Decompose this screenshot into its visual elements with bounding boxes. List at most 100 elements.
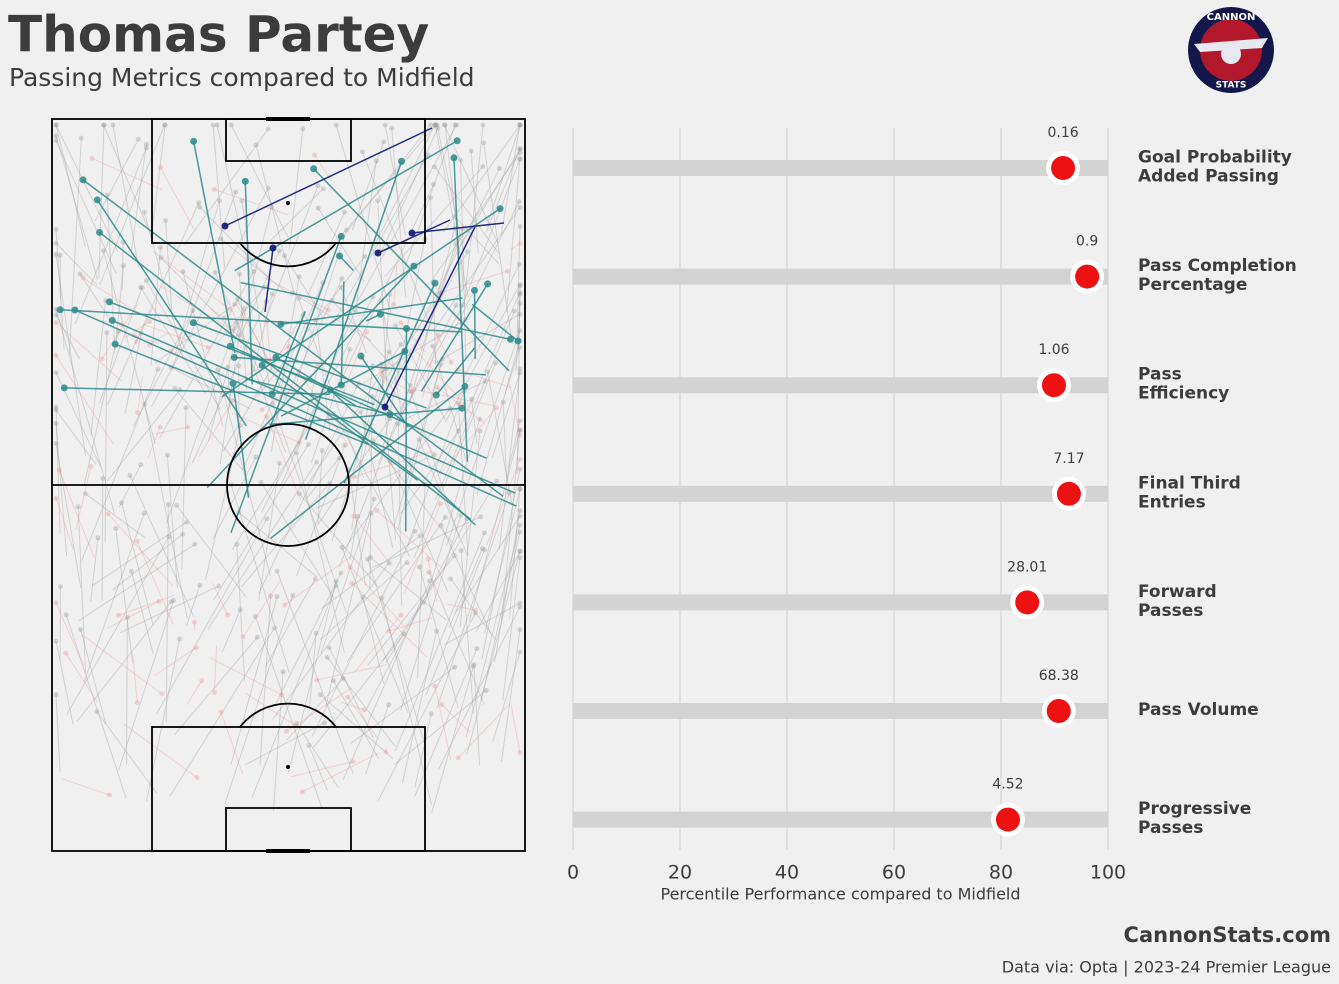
pass [242,580,281,637]
pass-end [60,384,68,392]
pass [486,459,521,546]
pass-end [517,600,523,606]
pass-end [431,279,439,287]
pass-end [455,755,461,761]
pass-end [77,271,83,277]
metric-value: 28.01 [1007,559,1047,575]
pass [305,457,340,499]
pass-end [296,273,302,279]
metric-value: 0.16 [1047,125,1078,141]
pass [230,124,290,240]
pass [207,461,317,630]
pass-end [455,428,461,434]
pass [360,355,409,428]
pass [256,256,365,398]
pass [236,544,246,682]
pass [434,310,515,501]
pass [391,128,407,297]
pass [270,188,324,242]
pass-end [174,502,180,508]
pass [112,124,139,267]
pass [466,550,521,755]
pass-end [312,152,318,158]
pass-end [127,473,133,479]
pass-end [517,649,523,655]
pass-end [300,126,306,132]
pass [104,332,108,542]
pass [255,144,295,294]
pass [160,257,240,338]
pass [484,489,521,634]
pass [82,277,143,317]
pass-end [240,634,246,640]
pass-end [480,163,486,169]
pass [121,502,154,626]
pass-end [382,122,388,128]
pass-end [78,135,84,141]
pass [166,327,236,524]
pass-end [469,396,475,402]
pass [153,251,230,310]
pass [376,510,442,569]
pass-end [218,236,224,242]
pass [270,385,466,539]
pass-end [500,399,506,405]
pass-end [180,531,186,537]
pass-end [517,418,523,424]
category-label: Goal Probability Added Passing [1138,148,1292,187]
pass [66,536,170,716]
pass-end [367,554,373,560]
pass [251,585,337,799]
pass-end [310,165,318,173]
pass-end [448,359,454,365]
pass [118,594,175,616]
pass [99,231,472,520]
pass [129,475,195,618]
pass-end [417,533,423,539]
pass [126,617,128,765]
pass-end [232,301,238,307]
pass-end [241,177,249,185]
pass-end [360,594,366,600]
pass-end [216,198,222,204]
pass-end [290,592,296,598]
pass [457,403,469,556]
pass [341,331,367,397]
pass [476,340,521,495]
pass [457,369,512,389]
x-tick-label: 100 [1090,862,1126,884]
pass [143,404,188,619]
pass-end [517,513,523,519]
pass-end [95,535,101,541]
pass-end [431,181,437,187]
pass-end [193,645,199,651]
pass-end [241,306,247,312]
pass-end [56,467,62,473]
pass-end [493,405,499,411]
pass-end [277,460,283,466]
logo: CANNON STATS [1188,7,1274,93]
pass [79,273,113,324]
pass-end [319,448,325,454]
pass [206,265,415,489]
pass-end [210,122,216,128]
pass [155,426,188,435]
pass-end [381,139,387,145]
track [573,377,1108,394]
pass [149,332,168,346]
logo-top: CANNON [1207,12,1256,23]
pass-end [107,792,113,798]
pass-end [460,302,466,308]
pass-end [53,138,59,144]
pass-end [461,382,469,390]
pass-end [493,360,499,366]
pass-end [134,538,140,544]
pass-end [401,631,407,637]
pass [102,250,156,445]
pass [362,597,385,684]
pass [136,541,174,625]
pass [431,666,474,814]
pass-end [342,442,348,448]
pass-end [417,564,423,570]
pass [186,680,203,705]
